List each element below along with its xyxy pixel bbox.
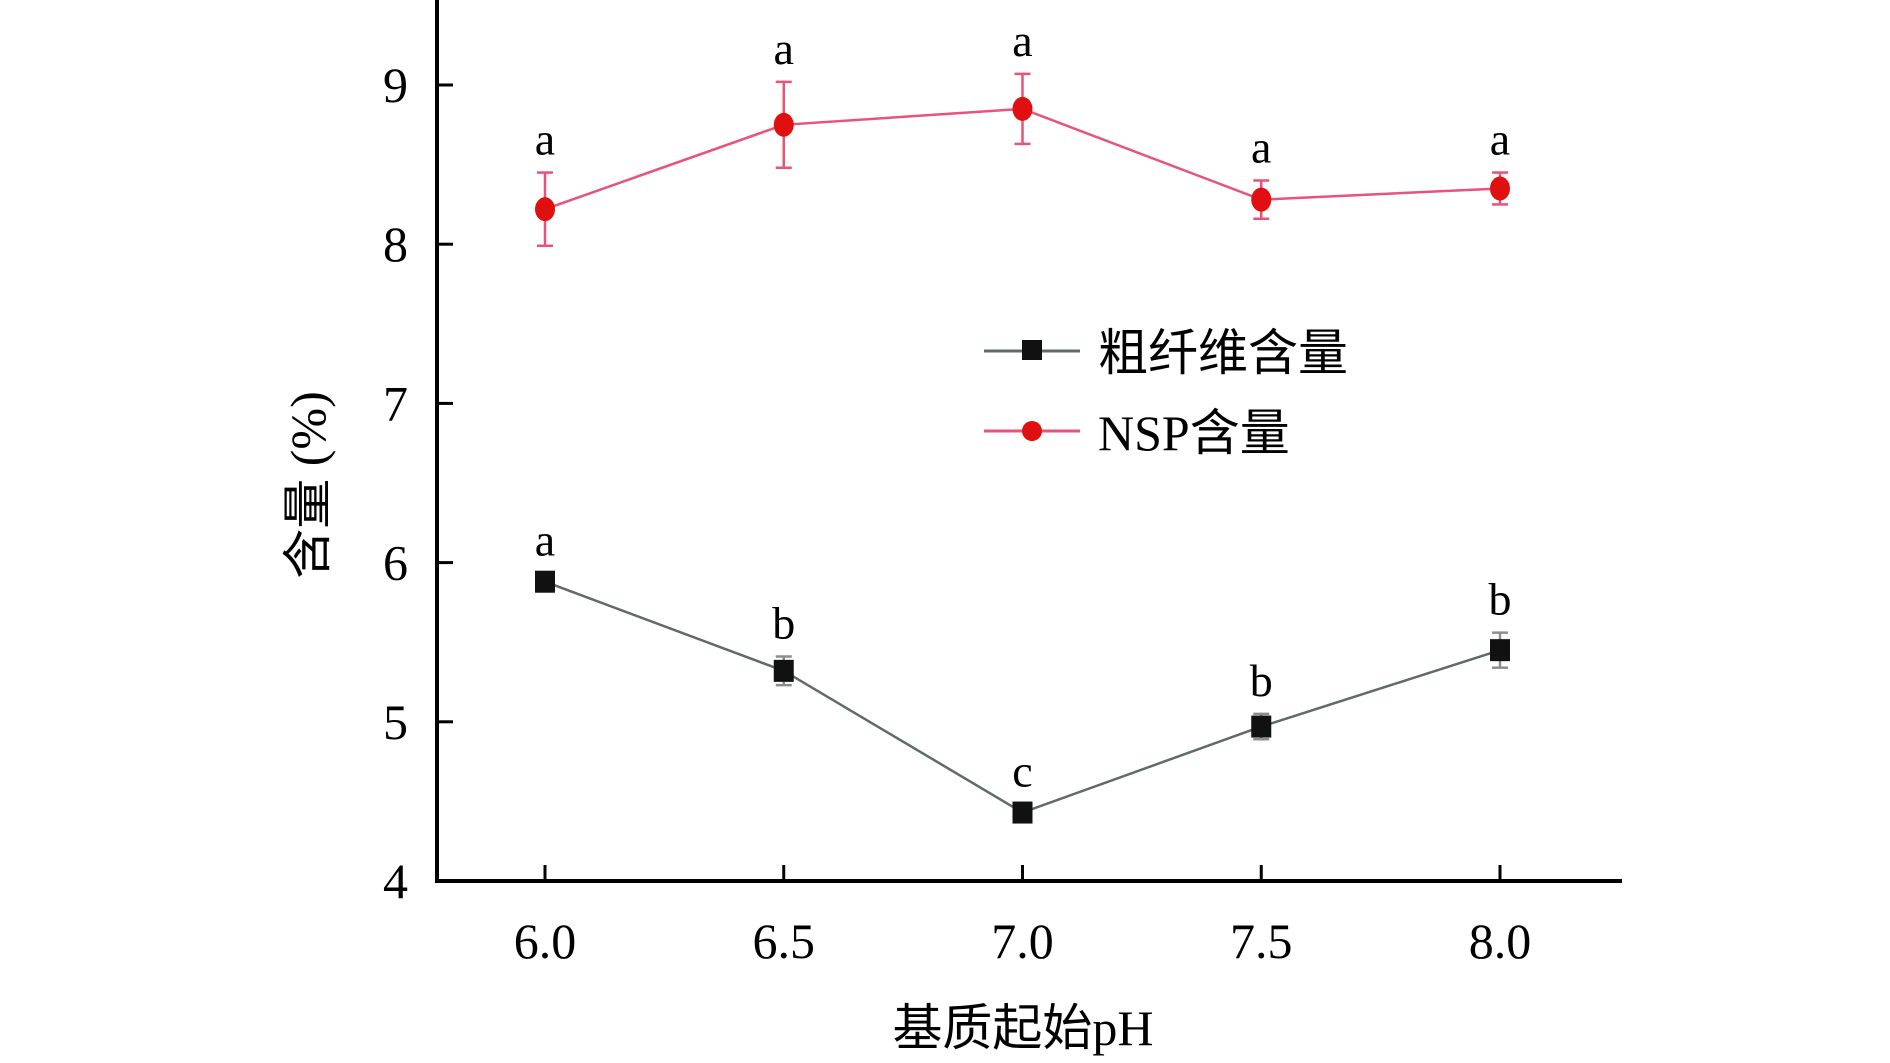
legend-marker-circle <box>1022 421 1042 441</box>
data-point <box>1490 639 1510 662</box>
significance-label: b <box>772 598 795 649</box>
significance-label: b <box>1250 655 1273 706</box>
y-axis-label: 含量 (%) <box>280 391 336 578</box>
y-tick-label: 9 <box>383 57 408 113</box>
series-nsp: a a a a a <box>535 15 1510 248</box>
significance-label: a <box>535 515 555 566</box>
y-ticks: 4 5 6 7 8 9 <box>383 57 453 909</box>
y-tick-label: 6 <box>383 535 408 591</box>
data-point <box>773 112 794 137</box>
legend-label-nsp: NSP含量 <box>1098 405 1290 461</box>
x-tick-label: 7.5 <box>1230 913 1293 969</box>
data-point <box>1490 176 1510 201</box>
series-fiber: a b c b b <box>535 515 1512 824</box>
legend-item-nsp: NSP含量 <box>984 405 1290 461</box>
legend: 粗纤维含量 NSP含量 <box>984 325 1348 461</box>
x-ticks: 6.0 6.5 7.0 7.5 8.0 <box>514 865 1532 969</box>
series-layer: a b c b b a a a a a <box>535 15 1512 824</box>
significance-label: c <box>1012 746 1032 797</box>
data-point <box>535 570 555 593</box>
data-point <box>773 659 794 682</box>
significance-label: a <box>535 114 555 165</box>
x-tick-label: 7.0 <box>991 913 1054 969</box>
significance-label: a <box>1251 122 1271 173</box>
x-tick-label: 8.0 <box>1469 913 1532 969</box>
y-tick-label: 8 <box>383 216 408 272</box>
y-tick-label: 4 <box>383 853 408 909</box>
data-point <box>1251 187 1272 212</box>
data-point <box>1012 801 1033 824</box>
y-tick-label: 5 <box>383 694 408 750</box>
significance-label: a <box>774 23 794 74</box>
legend-marker-square <box>1022 340 1042 360</box>
x-axis-label: 基质起始pH <box>892 1000 1153 1056</box>
data-point <box>535 197 555 222</box>
x-tick-label: 6.5 <box>753 913 816 969</box>
significance-label: a <box>1490 114 1510 165</box>
data-point <box>1251 715 1272 738</box>
data-point <box>1012 96 1033 121</box>
significance-label: a <box>1012 15 1032 66</box>
significance-label: b <box>1489 574 1512 625</box>
y-tick-label: 7 <box>383 375 408 431</box>
legend-item-fiber: 粗纤维含量 <box>984 325 1348 381</box>
x-tick-label: 6.0 <box>514 913 577 969</box>
legend-label-fiber: 粗纤维含量 <box>1098 325 1348 381</box>
